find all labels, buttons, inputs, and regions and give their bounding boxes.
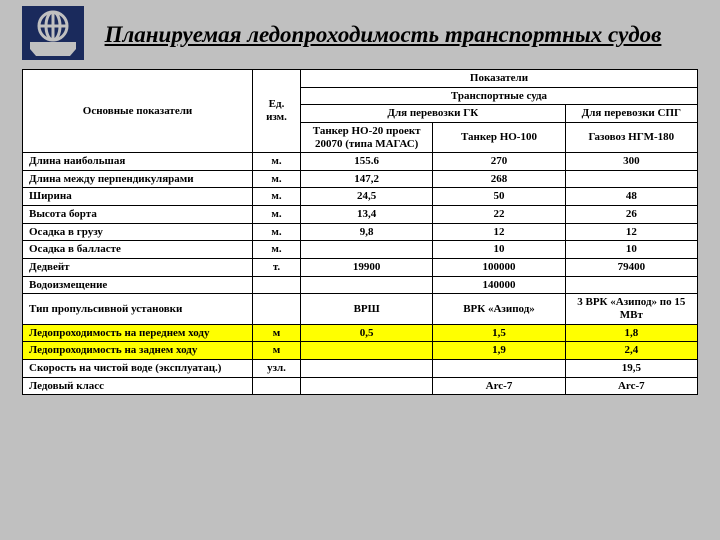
row-label: Ледопроходимость на переднем ходу bbox=[23, 324, 253, 342]
cell-value: 22 bbox=[433, 206, 565, 224]
cell-value bbox=[433, 359, 565, 377]
table-row: Тип пропульсивной установки ВРШВРК «Азипо… bbox=[23, 294, 698, 324]
row-unit bbox=[253, 377, 301, 395]
cell-value bbox=[565, 170, 697, 188]
table-row: Осадка в балластем. 1010 bbox=[23, 241, 698, 259]
cell-value bbox=[301, 359, 433, 377]
row-unit: м bbox=[253, 324, 301, 342]
col-header-ships: Транспортные суда bbox=[301, 87, 698, 105]
cell-value: 1,9 bbox=[433, 342, 565, 360]
col-header-ship3: Газовоз НГМ-180 bbox=[565, 122, 697, 152]
cell-value: 19,5 bbox=[565, 359, 697, 377]
page-title: Планируемая ледопроходимость транспортны… bbox=[98, 22, 698, 48]
table-row: Ширинам.24,55048 bbox=[23, 188, 698, 206]
row-unit: т. bbox=[253, 259, 301, 277]
data-table: Основные показатели Ед. изм. Показатели … bbox=[22, 69, 698, 395]
slide: Планируемая ледопроходимость транспортны… bbox=[0, 0, 720, 540]
cell-value bbox=[565, 276, 697, 294]
row-label: Водоизмещение bbox=[23, 276, 253, 294]
row-label: Скорость на чистой воде (эксплуатац.) bbox=[23, 359, 253, 377]
row-label: Ледовый класс bbox=[23, 377, 253, 395]
col-header-ship1: Танкер НО-20 проект 20070 (типа МАГАС) bbox=[301, 122, 433, 152]
row-label: Осадка в балласте bbox=[23, 241, 253, 259]
table-row: Водоизмещение 140000 bbox=[23, 276, 698, 294]
col-header-spg: Для перевозки СПГ bbox=[565, 105, 697, 123]
cell-value: 48 bbox=[565, 188, 697, 206]
cell-value: 147,2 bbox=[301, 170, 433, 188]
row-unit: узл. bbox=[253, 359, 301, 377]
cell-value: 3 ВРК «Азипод» по 15 МВт bbox=[565, 294, 697, 324]
header-row: Планируемая ледопроходимость транспортны… bbox=[22, 6, 698, 65]
row-unit: м. bbox=[253, 241, 301, 259]
cell-value: ВРК «Азипод» bbox=[433, 294, 565, 324]
cell-value: 140000 bbox=[433, 276, 565, 294]
table-row: Ледовый класс Arc-7Arc-7 bbox=[23, 377, 698, 395]
cell-value: 24,5 bbox=[301, 188, 433, 206]
col-header-main: Основные показатели bbox=[23, 70, 253, 153]
row-unit bbox=[253, 294, 301, 324]
table-row: Осадка в грузум.9,81212 bbox=[23, 223, 698, 241]
cell-value: 100000 bbox=[433, 259, 565, 277]
row-label: Дедвейт bbox=[23, 259, 253, 277]
row-unit: м. bbox=[253, 170, 301, 188]
row-unit: м. bbox=[253, 223, 301, 241]
col-header-gk: Для перевозки ГК bbox=[301, 105, 566, 123]
cell-value bbox=[301, 276, 433, 294]
cell-value: 155.6 bbox=[301, 153, 433, 171]
cell-value bbox=[301, 241, 433, 259]
table-row: Ледопроходимость на заднем ходум 1,92,4 bbox=[23, 342, 698, 360]
col-header-unit: Ед. изм. bbox=[253, 70, 301, 153]
cell-value: 79400 bbox=[565, 259, 697, 277]
table-row: Скорость на чистой воде (эксплуатац.)узл… bbox=[23, 359, 698, 377]
cell-value: 26 bbox=[565, 206, 697, 224]
cell-value: Arc-7 bbox=[565, 377, 697, 395]
table-row: Высота бортам.13,42226 bbox=[23, 206, 698, 224]
cell-value: 0,5 bbox=[301, 324, 433, 342]
table-row: Дедвейтт.1990010000079400 bbox=[23, 259, 698, 277]
cell-value bbox=[301, 377, 433, 395]
row-label: Ширина bbox=[23, 188, 253, 206]
cell-value: 12 bbox=[433, 223, 565, 241]
cell-value: 268 bbox=[433, 170, 565, 188]
cell-value: 10 bbox=[565, 241, 697, 259]
row-label: Высота борта bbox=[23, 206, 253, 224]
cell-value: 50 bbox=[433, 188, 565, 206]
logo-icon bbox=[22, 6, 84, 65]
row-unit: м. bbox=[253, 153, 301, 171]
row-unit: м. bbox=[253, 188, 301, 206]
row-unit: м. bbox=[253, 206, 301, 224]
row-label: Ледопроходимость на заднем ходу bbox=[23, 342, 253, 360]
table-row: Основные показатели Ед. изм. Показатели bbox=[23, 70, 698, 88]
table-row: Длина наибольшаям.155.6270300 bbox=[23, 153, 698, 171]
cell-value: 1,5 bbox=[433, 324, 565, 342]
cell-value: Arc-7 bbox=[433, 377, 565, 395]
cell-value bbox=[301, 342, 433, 360]
cell-value: 12 bbox=[565, 223, 697, 241]
cell-value: 10 bbox=[433, 241, 565, 259]
cell-value: 2,4 bbox=[565, 342, 697, 360]
cell-value: 1,8 bbox=[565, 324, 697, 342]
col-header-indicators: Показатели bbox=[301, 70, 698, 88]
row-unit bbox=[253, 276, 301, 294]
row-unit: м bbox=[253, 342, 301, 360]
cell-value: 9,8 bbox=[301, 223, 433, 241]
table-row: Ледопроходимость на переднем ходум0,51,5… bbox=[23, 324, 698, 342]
row-label: Осадка в грузу bbox=[23, 223, 253, 241]
cell-value: 300 bbox=[565, 153, 697, 171]
cell-value: 19900 bbox=[301, 259, 433, 277]
table-row: Длина между перпендикулярамим.147,2268 bbox=[23, 170, 698, 188]
col-header-ship2: Танкер НО-100 bbox=[433, 122, 565, 152]
row-label: Тип пропульсивной установки bbox=[23, 294, 253, 324]
row-label: Длина наибольшая bbox=[23, 153, 253, 171]
cell-value: ВРШ bbox=[301, 294, 433, 324]
cell-value: 13,4 bbox=[301, 206, 433, 224]
cell-value: 270 bbox=[433, 153, 565, 171]
row-label: Длина между перпендикулярами bbox=[23, 170, 253, 188]
